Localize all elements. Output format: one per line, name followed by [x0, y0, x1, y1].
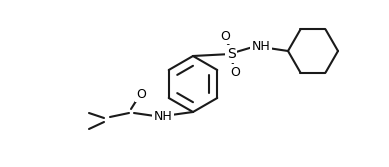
Text: NH: NH: [154, 111, 172, 124]
Text: O: O: [220, 30, 230, 42]
Text: O: O: [136, 88, 146, 101]
Text: S: S: [227, 47, 235, 61]
Text: NH: NH: [252, 40, 270, 52]
Text: O: O: [230, 65, 240, 78]
